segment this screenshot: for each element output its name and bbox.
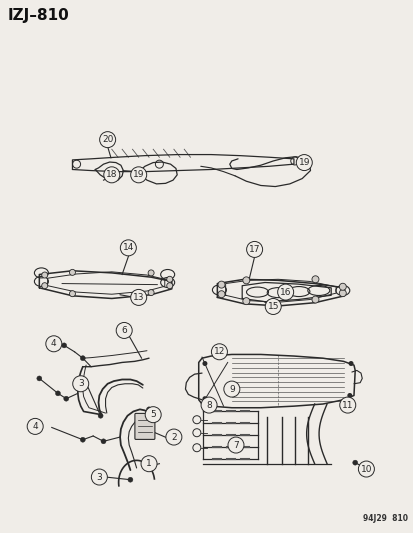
Circle shape <box>246 241 262 257</box>
Circle shape <box>311 276 318 283</box>
Circle shape <box>339 397 355 413</box>
Circle shape <box>341 401 346 407</box>
Circle shape <box>37 376 42 381</box>
Circle shape <box>348 361 353 366</box>
Circle shape <box>166 282 172 289</box>
Circle shape <box>42 282 47 289</box>
Text: IZJ–810: IZJ–810 <box>8 8 69 23</box>
Text: 17: 17 <box>248 245 260 254</box>
Circle shape <box>339 289 345 297</box>
Circle shape <box>80 437 85 442</box>
Circle shape <box>201 397 216 413</box>
Circle shape <box>141 456 157 472</box>
Circle shape <box>202 396 207 401</box>
Circle shape <box>100 132 115 148</box>
Circle shape <box>42 272 47 278</box>
Circle shape <box>64 396 69 401</box>
Text: 7: 7 <box>233 441 238 449</box>
FancyBboxPatch shape <box>135 414 154 439</box>
Circle shape <box>166 429 181 445</box>
Circle shape <box>218 281 224 288</box>
Circle shape <box>131 289 146 305</box>
Circle shape <box>120 240 136 256</box>
Text: 3: 3 <box>78 379 83 388</box>
Text: 6: 6 <box>121 326 127 335</box>
Circle shape <box>146 461 151 466</box>
Circle shape <box>101 439 106 444</box>
Text: 11: 11 <box>341 401 353 409</box>
Circle shape <box>202 361 207 366</box>
Circle shape <box>166 276 172 282</box>
Text: 94J29  810: 94J29 810 <box>362 514 407 523</box>
Text: 8: 8 <box>206 401 211 409</box>
Circle shape <box>145 407 161 423</box>
Circle shape <box>62 343 66 348</box>
Text: 19: 19 <box>298 158 309 167</box>
Circle shape <box>211 344 227 360</box>
Circle shape <box>128 477 133 482</box>
Circle shape <box>296 155 311 171</box>
Text: 9: 9 <box>228 385 234 393</box>
Circle shape <box>98 413 103 418</box>
Text: 4: 4 <box>32 422 38 431</box>
Circle shape <box>104 167 119 183</box>
Circle shape <box>69 290 75 297</box>
Circle shape <box>358 461 373 477</box>
Text: 5: 5 <box>150 410 156 419</box>
Circle shape <box>311 296 318 303</box>
Circle shape <box>242 277 249 284</box>
Circle shape <box>55 391 60 396</box>
Circle shape <box>91 469 107 485</box>
Circle shape <box>116 322 132 338</box>
Circle shape <box>347 393 351 398</box>
Text: 15: 15 <box>267 302 278 311</box>
Text: 3: 3 <box>96 473 102 481</box>
Text: 10: 10 <box>360 465 371 473</box>
Text: 14: 14 <box>122 244 134 252</box>
Text: 1: 1 <box>146 459 152 468</box>
Text: 13: 13 <box>133 293 144 302</box>
Circle shape <box>352 460 357 465</box>
Circle shape <box>73 376 88 392</box>
Circle shape <box>46 336 62 352</box>
Text: 18: 18 <box>106 171 117 179</box>
Text: 16: 16 <box>279 288 291 296</box>
Circle shape <box>223 381 239 397</box>
Circle shape <box>27 418 43 434</box>
Text: 20: 20 <box>102 135 113 144</box>
Circle shape <box>228 437 243 453</box>
Circle shape <box>339 283 345 290</box>
Circle shape <box>218 290 224 298</box>
Circle shape <box>171 434 176 440</box>
Text: 12: 12 <box>213 348 225 356</box>
Circle shape <box>146 407 151 412</box>
Circle shape <box>80 356 85 361</box>
Circle shape <box>69 269 75 276</box>
Text: 4: 4 <box>51 340 57 348</box>
Circle shape <box>242 297 249 305</box>
Circle shape <box>148 289 154 296</box>
Text: 2: 2 <box>171 433 176 441</box>
Circle shape <box>148 270 154 276</box>
Circle shape <box>131 167 146 183</box>
Circle shape <box>265 298 280 314</box>
Circle shape <box>277 284 293 300</box>
Text: 19: 19 <box>133 171 144 179</box>
